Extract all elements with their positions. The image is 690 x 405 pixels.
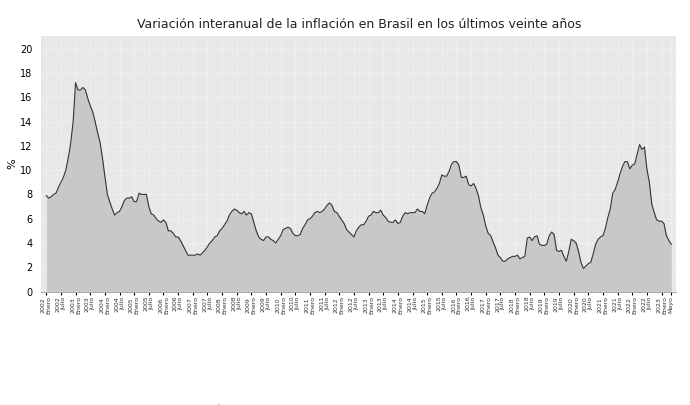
Y-axis label: %: % [7,159,17,169]
Title: Variación interanual de la inflación en Brasil en los últimos veinte años: Variación interanual de la inflación en … [137,18,581,31]
Legend: Variación anual (%): Variación anual (%) [161,402,281,405]
